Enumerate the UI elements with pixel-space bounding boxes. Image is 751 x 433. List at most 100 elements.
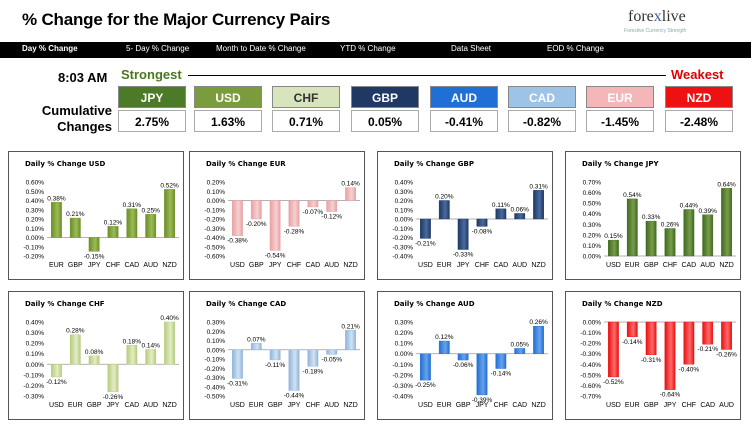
data-label: -0.54% xyxy=(265,252,286,259)
data-label: 0.31% xyxy=(529,183,548,190)
category-label: JPY xyxy=(664,402,677,409)
data-label: -0.26% xyxy=(716,351,737,358)
category-label: AUD xyxy=(512,262,527,269)
bar-chart: 0.20%0.10%0.00%-0.10%-0.20%-0.30%-0.40%-… xyxy=(204,180,360,270)
category-label: USD xyxy=(49,402,64,409)
data-label: -0.38% xyxy=(227,238,248,245)
category-label: AUD xyxy=(324,262,339,269)
bar-chart: 0.40%0.30%0.20%0.10%0.00%-0.10%-0.20%-0.… xyxy=(23,315,179,409)
logo-wordmark: forexlive xyxy=(628,8,686,25)
chart-title: Daily % Change USD xyxy=(25,160,106,168)
data-label: 0.28% xyxy=(66,328,85,335)
chart-panel-aud: Daily % Change AUD 0.30% 0.20% 0.10% 0.00% -0… xyxy=(377,291,553,420)
y-tick-label: 0.00% xyxy=(583,320,602,327)
chart-panel-nzd: Daily % Change NZD 0.00% -0.10% -0.20% -0.30… xyxy=(565,291,741,420)
y-tick-label: -0.20% xyxy=(392,372,413,379)
data-label: -0.40% xyxy=(679,366,700,373)
bar-gbp xyxy=(457,353,469,361)
nav-eod-change[interactable]: EOD % Change xyxy=(547,44,604,53)
currency-value-aud: -0.41% xyxy=(430,110,498,132)
y-tick-label: 0.10% xyxy=(26,351,45,358)
y-tick-label: 0.10% xyxy=(395,341,414,348)
category-label: AUD xyxy=(324,402,339,409)
bar-eur xyxy=(626,321,638,338)
y-tick-label: -0.40% xyxy=(392,254,413,261)
category-label: EUR xyxy=(625,402,640,409)
category-label: CAD xyxy=(124,262,139,269)
category-label: NZD xyxy=(343,262,357,269)
category-label: AUD xyxy=(700,262,715,269)
bar-jpy xyxy=(107,364,119,392)
forexlive-logo[interactable]: forexlive Forexlive Currency Strength xyxy=(624,6,694,38)
currency-tile-chf: CHF xyxy=(272,86,340,108)
data-label: 0.11% xyxy=(492,202,510,209)
y-tick-label: -0.30% xyxy=(392,244,413,251)
category-label: JPY xyxy=(269,262,282,269)
data-label: 0.40% xyxy=(160,315,179,322)
y-tick-label: 0.00% xyxy=(26,235,45,242)
data-label: -0.07% xyxy=(303,209,324,216)
y-tick-label: 0.10% xyxy=(395,207,414,214)
bar-cad xyxy=(495,208,507,220)
data-label: -0.52% xyxy=(603,379,624,386)
bar-chart: 0.40%0.30%0.20%0.10%0.00%-0.10%-0.20%-0.… xyxy=(392,180,548,270)
bar-usd xyxy=(232,200,243,236)
category-label: EUR xyxy=(625,262,640,269)
currency-value-chf: 0.71% xyxy=(272,110,340,132)
category-label: NZD xyxy=(343,402,357,409)
data-label: 0.44% xyxy=(680,202,699,209)
y-tick-label: 0.40% xyxy=(583,211,602,218)
bar-gbp xyxy=(250,200,262,220)
y-tick-label: 0.40% xyxy=(26,198,45,205)
bar-chart: 0.70% 0.60% 0.50% 0.40% 0.30% 0.20% 0.10% 0.00%… xyxy=(583,180,736,270)
y-tick-label: 0.50% xyxy=(583,201,602,208)
currency-value-jpy: 2.75% xyxy=(118,110,186,132)
nav-5day-change[interactable]: 5- Day % Change xyxy=(126,44,190,53)
category-label: CHF xyxy=(106,262,120,269)
strength-axis-line xyxy=(188,75,666,76)
bar-gbp xyxy=(88,355,100,365)
y-tick-label: 0.00% xyxy=(395,217,414,224)
chart-title: Daily % Change AUD xyxy=(394,300,475,308)
bar-eur xyxy=(69,334,81,365)
data-label: -0.12% xyxy=(46,379,67,386)
y-tick-label: 0.10% xyxy=(207,338,226,345)
y-tick-label: 0.00% xyxy=(26,362,45,369)
bar-cad xyxy=(126,345,138,365)
bar-eur xyxy=(51,202,62,238)
bar-cad xyxy=(683,209,695,257)
bar-gbp xyxy=(645,321,657,355)
nav-ytd-change[interactable]: YTD % Change xyxy=(340,44,396,53)
data-label: 0.64% xyxy=(717,181,736,188)
category-label: NZD xyxy=(162,402,176,409)
bar-gbp xyxy=(645,220,657,257)
y-tick-label: -0.20% xyxy=(204,366,225,373)
y-tick-label: 0.30% xyxy=(207,320,226,327)
category-label: GBP xyxy=(456,402,471,409)
data-label: -0.06% xyxy=(453,362,474,369)
bar-eur xyxy=(250,343,262,350)
data-label: 0.54% xyxy=(623,192,642,199)
data-label: 0.26% xyxy=(661,222,680,229)
bar-cad xyxy=(702,321,714,345)
chart-title: Daily % Change CAD xyxy=(206,300,287,308)
bar-cad xyxy=(514,348,526,354)
y-tick-label: -0.10% xyxy=(580,330,601,337)
data-label: -0.33% xyxy=(453,252,474,259)
nav-month-to-date[interactable]: Month to Date % Change xyxy=(216,44,306,53)
category-label: GBP xyxy=(68,262,83,269)
currency-value-cad: -0.82% xyxy=(508,110,576,132)
nav-day-change[interactable]: Day % Change xyxy=(22,44,78,53)
bar-usd xyxy=(608,321,619,378)
data-label: 0.14% xyxy=(341,181,360,188)
data-label: -0.11% xyxy=(265,362,285,369)
data-label: 0.21% xyxy=(341,323,360,330)
nav-bar: Day % Change 5- Day % Change Month to Da… xyxy=(0,42,751,58)
category-label: USD xyxy=(606,402,621,409)
data-label: -0.18% xyxy=(303,368,324,375)
nav-data-sheet[interactable]: Data Sheet xyxy=(451,44,492,53)
chart-title: Daily % Change GBP xyxy=(394,160,475,168)
currency-value-gbp: 0.05% xyxy=(351,110,419,132)
category-label: NZD xyxy=(719,262,733,269)
page-title: % Change for the Major Currency Pairs xyxy=(22,10,331,29)
